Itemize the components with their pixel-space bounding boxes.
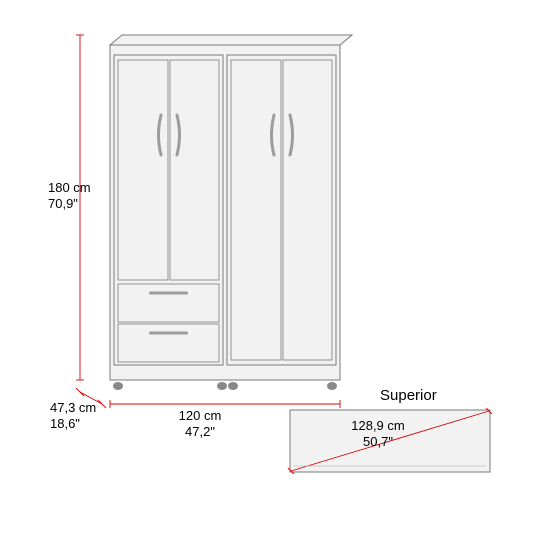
superior-in: 50,7"	[363, 434, 393, 449]
dim-depth-cm: 47,3 cm	[50, 400, 96, 415]
door-right-2	[283, 60, 332, 360]
door-top-mid	[170, 60, 219, 280]
superior-title: Superior	[380, 387, 437, 404]
superior-cm: 128,9 cm	[351, 418, 404, 433]
dim-height-cm: 180 cm	[48, 180, 91, 195]
drawer-2	[118, 324, 219, 362]
dim-width-cm: 120 cm	[179, 408, 222, 423]
door-right-1	[231, 60, 281, 360]
door-top-left	[118, 60, 168, 280]
feet	[113, 382, 337, 390]
dim-depth-in: 18,6"	[50, 416, 80, 431]
dim-width	[110, 400, 340, 408]
cabinet-top-depth	[110, 35, 352, 45]
diagram-svg: 180 cm 70,9" 47,3 cm 18,6" 120 cm 47,2" …	[0, 0, 535, 535]
dim-width-in: 47,2"	[185, 424, 215, 439]
dim-height-in: 70,9"	[48, 196, 78, 211]
drawer-1	[118, 284, 219, 322]
